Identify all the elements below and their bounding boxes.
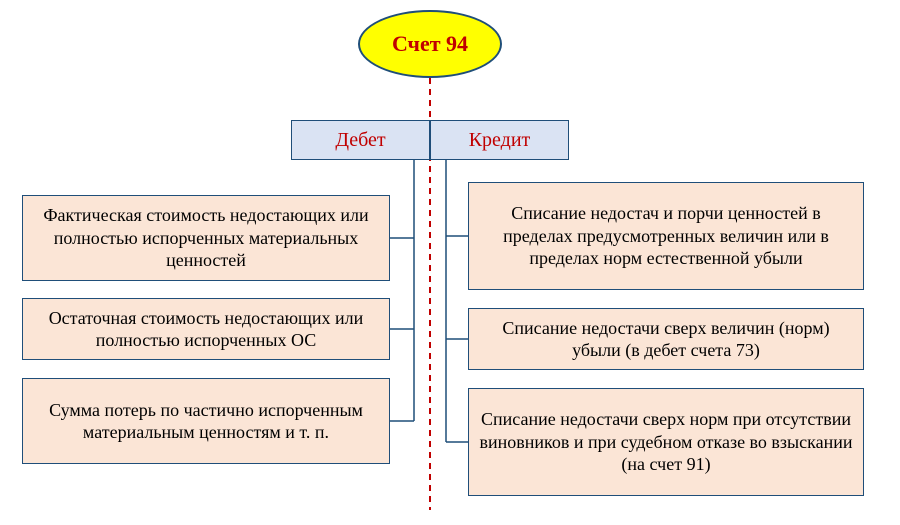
- debit-box: Остаточная стоимость недостающих или пол…: [22, 298, 390, 360]
- diagram-canvas: Счет 94 Дебет Кредит Фактическая стоимос…: [0, 0, 900, 525]
- account-ellipse: Счет 94: [358, 10, 502, 78]
- account-label: Счет 94: [392, 31, 468, 57]
- header-credit-label: Кредит: [469, 129, 531, 152]
- header-debit: Дебет: [291, 120, 430, 160]
- debit-box: Сумма потерь по частично испорченным мат…: [22, 378, 390, 464]
- header-credit: Кредит: [430, 120, 569, 160]
- credit-box-text: Списание недостач и порчи ценностей в пр…: [479, 202, 853, 270]
- credit-box: Списание недостачи сверх норм при отсутс…: [468, 388, 864, 496]
- debit-box-text: Сумма потерь по частично испорченным мат…: [33, 399, 379, 444]
- credit-box: Списание недостачи сверх величин (норм) …: [468, 308, 864, 370]
- credit-box-text: Списание недостачи сверх величин (норм) …: [479, 317, 853, 362]
- debit-box-text: Остаточная стоимость недостающих или пол…: [33, 307, 379, 352]
- header-debit-label: Дебет: [335, 129, 385, 152]
- credit-box-text: Списание недостачи сверх норм при отсутс…: [479, 408, 853, 476]
- debit-box-text: Фактическая стоимость недостающих или по…: [33, 204, 379, 272]
- debit-box: Фактическая стоимость недостающих или по…: [22, 195, 390, 281]
- credit-box: Списание недостач и порчи ценностей в пр…: [468, 182, 864, 290]
